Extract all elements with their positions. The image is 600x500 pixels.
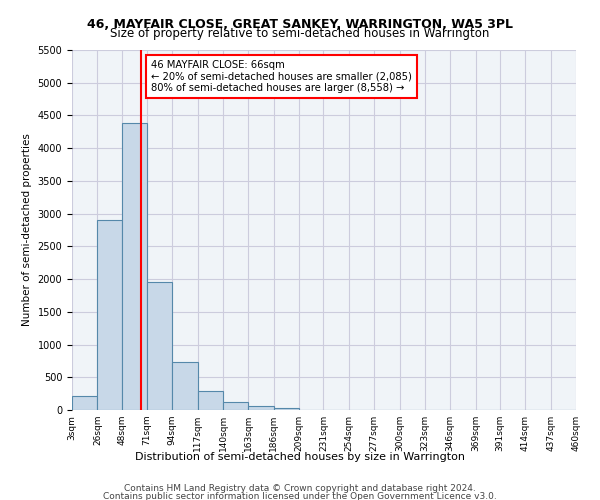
Bar bbox=[122, 124, 147, 410]
Bar bbox=[72, 396, 97, 410]
Text: 46 MAYFAIR CLOSE: 66sqm
← 20% of semi-detached houses are smaller (2,085)
80% of: 46 MAYFAIR CLOSE: 66sqm ← 20% of semi-de… bbox=[151, 60, 412, 93]
Text: Distribution of semi-detached houses by size in Warrington: Distribution of semi-detached houses by … bbox=[135, 452, 465, 462]
Bar bbox=[172, 362, 198, 410]
Bar bbox=[248, 406, 274, 410]
Bar bbox=[97, 220, 122, 410]
Y-axis label: Number of semi-detached properties: Number of semi-detached properties bbox=[22, 134, 32, 326]
Bar bbox=[198, 391, 223, 410]
Text: 46, MAYFAIR CLOSE, GREAT SANKEY, WARRINGTON, WA5 3PL: 46, MAYFAIR CLOSE, GREAT SANKEY, WARRING… bbox=[87, 18, 513, 30]
Text: Contains public sector information licensed under the Open Government Licence v3: Contains public sector information licen… bbox=[103, 492, 497, 500]
Text: Contains HM Land Registry data © Crown copyright and database right 2024.: Contains HM Land Registry data © Crown c… bbox=[124, 484, 476, 493]
Bar bbox=[274, 408, 299, 410]
Bar bbox=[147, 282, 172, 410]
Bar bbox=[223, 402, 248, 410]
Text: Size of property relative to semi-detached houses in Warrington: Size of property relative to semi-detach… bbox=[110, 28, 490, 40]
